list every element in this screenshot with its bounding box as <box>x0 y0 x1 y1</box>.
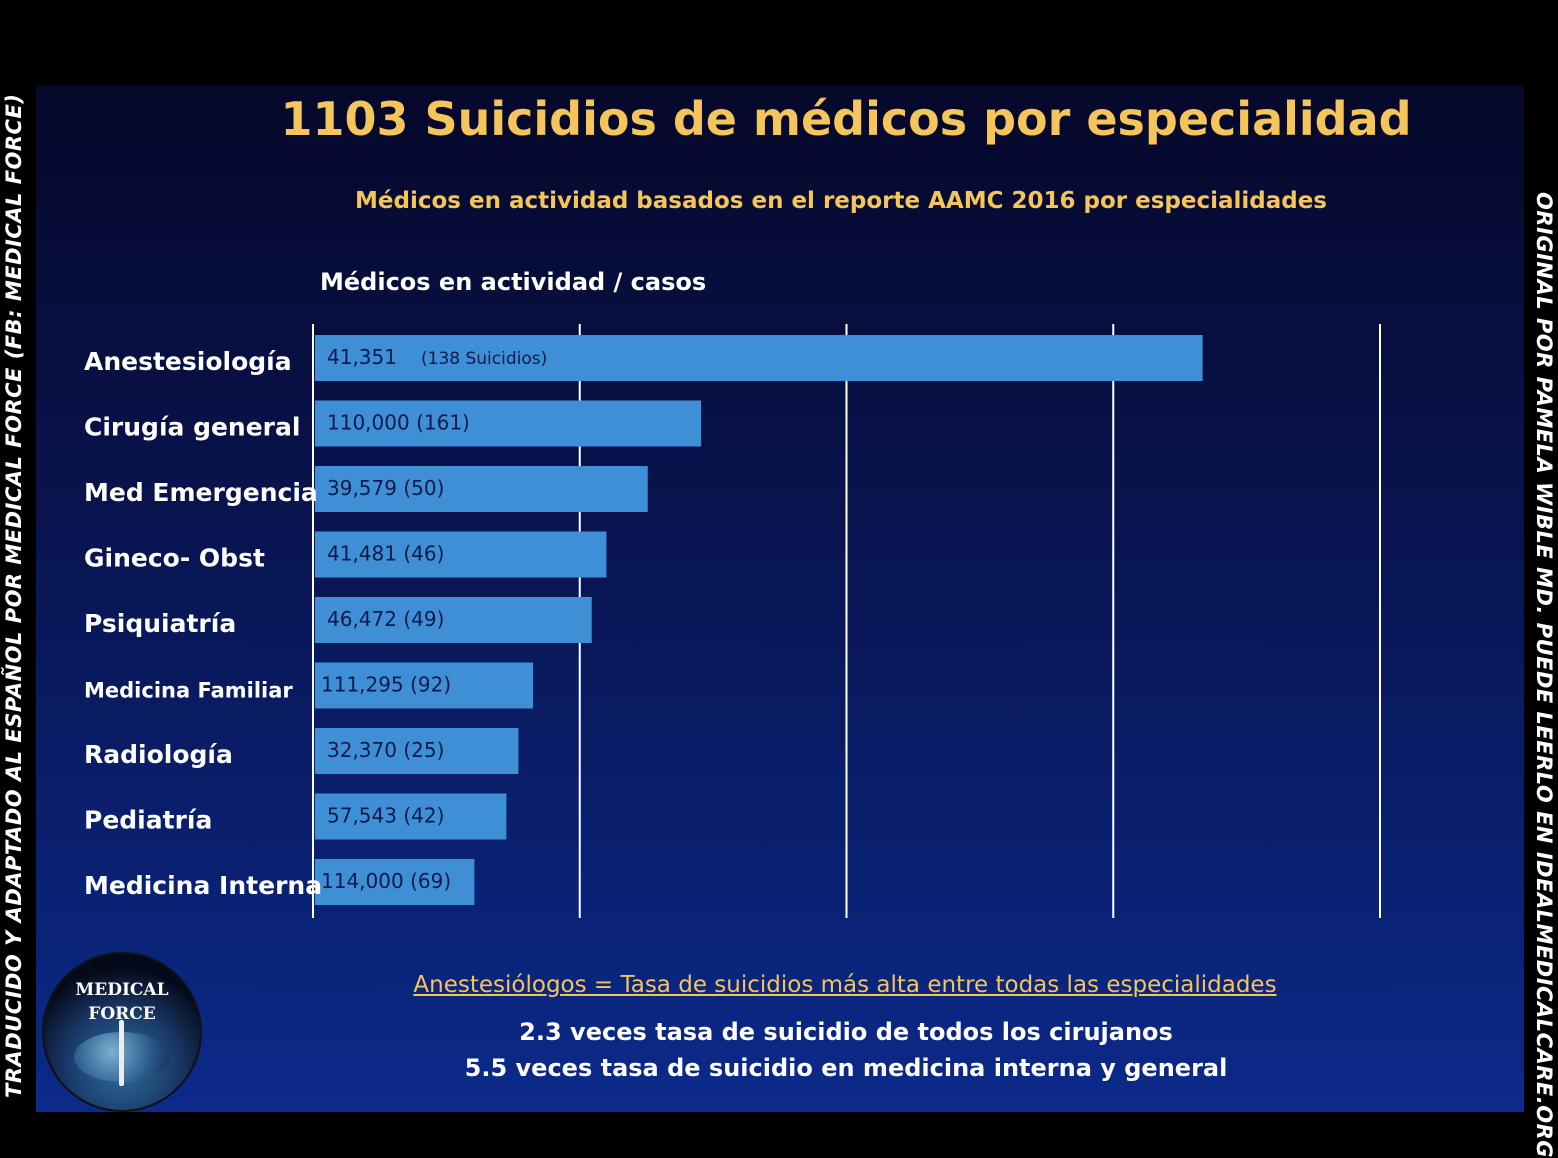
caduceus-icon <box>119 1020 124 1086</box>
chart-subtitle: Médicos en actividad basados en el repor… <box>355 188 1327 214</box>
category-label-8: Pediatría <box>84 806 212 835</box>
data-label-3: 39,579 (50) <box>327 476 444 500</box>
category-label-6: Medicina Familiar <box>84 679 293 703</box>
logo-text: MEDICAL FORCE <box>44 978 200 1026</box>
data-label-7: 32,370 (25) <box>327 738 444 762</box>
data-label-1: 41,351 <box>327 345 397 369</box>
bar-chart: Anestesiología 41,351 Cirugía general 110,0… <box>84 324 1381 918</box>
category-label-2: Cirugía general <box>84 413 300 442</box>
data-label-2: 110,000 (161) <box>327 411 470 435</box>
data-label-6: 111,295 (92) <box>321 673 451 697</box>
data-label-9: 114,000 (69) <box>321 869 451 893</box>
logo-text-line-2: FORCE <box>88 1004 156 1024</box>
category-label-1: Anestesiología <box>84 347 292 376</box>
bar-9 <box>315 859 475 905</box>
note-headline: Anestesiólogos = Tasa de suicidios más a… <box>413 972 1277 998</box>
category-label-9: Medicina Interna <box>84 871 322 900</box>
bar-2 <box>315 400 702 447</box>
chart-title: 1103 Suicidios de médicos por especialid… <box>280 92 1412 146</box>
logo-text-line-1: MEDICAL <box>75 980 169 1000</box>
data-label-5: 46,472 (49) <box>327 607 444 631</box>
category-label-5: Psiquiatría <box>84 609 236 638</box>
data-label-4: 41,481 (46) <box>327 542 444 566</box>
note-line-2: 5.5 veces tasa de suicidio en medicina i… <box>464 1054 1228 1082</box>
bar-5 <box>315 597 592 643</box>
bar-4 <box>315 531 607 578</box>
axis-label: Médicos en actividad / casos <box>320 268 707 296</box>
category-label-7: Radiología <box>84 740 233 769</box>
bar-3 <box>315 466 648 512</box>
bar-8 <box>315 793 507 840</box>
bar-6 <box>315 662 534 709</box>
slide-background <box>36 86 1524 1112</box>
bar-1 <box>315 335 1203 381</box>
data-label-extra: (138 Suicidios) <box>421 349 547 369</box>
bar-7 <box>315 728 519 774</box>
category-label-4: Gineco- Obst <box>84 544 265 573</box>
category-label-3: Med Emergencia <box>84 478 318 507</box>
data-label-8: 57,543 (42) <box>327 804 444 828</box>
note-line-1: 2.3 veces tasa de suicidio de todos los … <box>519 1018 1173 1046</box>
medical-force-logo: MEDICAL FORCE <box>42 952 202 1112</box>
